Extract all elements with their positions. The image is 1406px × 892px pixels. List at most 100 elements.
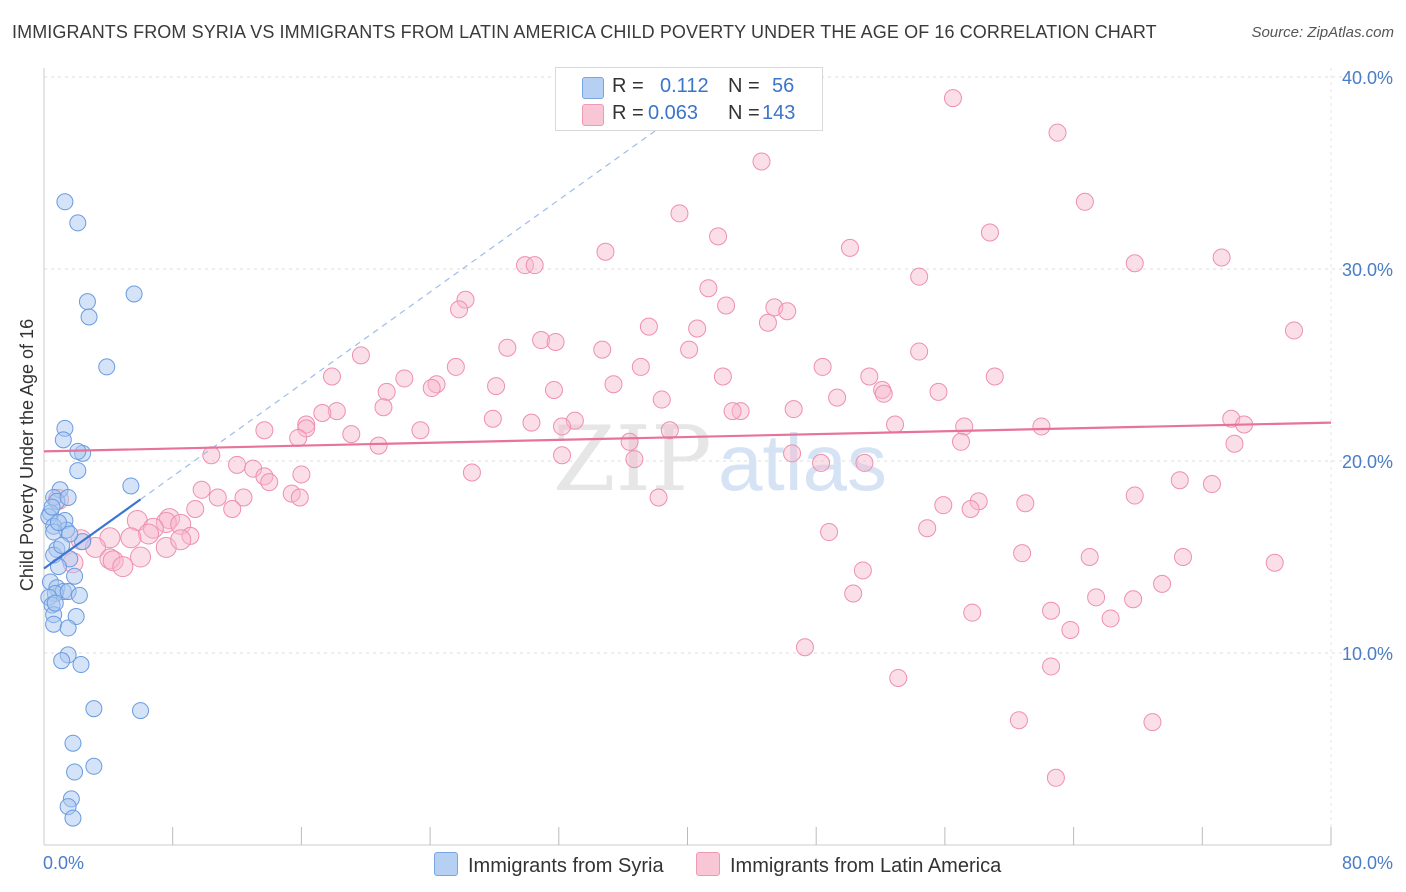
syria-point [70,586,88,604]
latam-point [446,357,465,376]
y-tick-label: 20.0% [1342,452,1393,472]
legend-item-latam: Immigrants from Latin America [696,852,1001,878]
latam-point [462,463,481,482]
latam-point [778,302,797,321]
latam-point [680,340,699,359]
latam-point [498,338,517,357]
syria-points [40,193,150,827]
syria-point [59,619,77,637]
syria-point [125,285,143,303]
syria-point [45,615,63,633]
syria-point [85,700,103,718]
latam-point [450,300,469,319]
syria-point [49,513,67,531]
y-axis-title: Child Poverty Under the Age of 16 [17,319,37,591]
latam-point [758,313,777,332]
legend-item-syria: Immigrants from Syria [434,852,664,878]
axis-labels: 10.0% 20.0% 30.0% 40.0% 0.0% 80.0% [43,68,1393,873]
watermark-zip: ZIP [553,407,712,512]
latam-point [192,480,211,499]
latam-legend-label: Immigrants from Latin America [730,855,1002,877]
latam-point [544,380,563,399]
latam-point [255,421,274,440]
latam-point [860,367,879,386]
latam-point [99,527,121,549]
latam-point [1080,548,1099,566]
latam-point [625,450,644,469]
latam-point [1265,553,1284,572]
latam-point [688,319,707,338]
latam-point [820,523,839,542]
watermark: ZIP atlas [553,407,887,512]
latam-point [130,546,152,568]
latam-point [158,508,180,530]
latam-point [649,488,668,507]
syria-point [122,477,140,495]
syria-point [54,431,72,449]
x-tick-label: 80.0% [1342,853,1393,873]
latam-point [483,409,502,428]
latam-point [596,242,615,261]
syria-point [132,702,150,720]
latam-point [377,382,396,401]
syria-point [67,608,85,626]
latam-point [553,446,572,465]
latam-point [292,465,311,484]
r-value: 0.063 [648,102,699,124]
latam-point [886,415,905,434]
source-label: Source: ZipAtlas.com [1251,24,1394,41]
syria-point [64,809,82,827]
latam-point [1170,471,1189,490]
latam-point [1173,548,1192,566]
latam-point [1225,434,1244,453]
latam-point [170,513,192,535]
latam-point [1048,123,1067,142]
syria-trend-extension [140,107,688,500]
syria-point [80,308,98,326]
latam-point [784,400,803,419]
latam-point [813,357,832,376]
latam-point [255,467,274,486]
latam-point [980,223,999,242]
latam-point [223,500,242,518]
x-tick-label: 0.0% [43,853,84,873]
syria-point [98,358,116,376]
r-label: R = [612,75,644,97]
latam-point [889,668,908,687]
latam-point [1101,609,1120,628]
chart-title: IMMIGRANTS FROM SYRIA VS IMMIGRANTS FROM… [12,22,1157,42]
latam-point [374,398,393,417]
latam-point [929,382,948,401]
latam-point [1153,574,1172,593]
latam-point [639,317,658,336]
latam-point [327,402,346,421]
syria-point [59,488,77,506]
latam-point [934,496,953,515]
latam-point [369,436,388,455]
latam-point [1046,768,1065,787]
syria-point [66,763,84,781]
latam-point [1125,486,1144,505]
latam-legend-swatch [696,852,720,876]
latam-point [631,357,650,376]
syria-legend-label: Immigrants from Syria [468,855,664,877]
latam-point [170,529,192,551]
latam-point [812,453,831,472]
syria-point [85,757,103,775]
latam-point [322,367,341,386]
syria-point [53,652,71,670]
latam-point [522,413,541,432]
latam-swatch [582,104,604,126]
stats-legend: R = 0.112 N = 56 R = 0.063 N = 143 [555,67,823,131]
y-tick-label: 10.0% [1342,644,1393,664]
latam-point [546,332,565,351]
trend-lines [43,107,1332,570]
latam-point [1125,254,1144,273]
latam-point [910,342,929,361]
latam-point [1212,248,1231,267]
latam-point [955,417,974,436]
syria-point [64,734,82,752]
latam-trend-line [43,421,1332,453]
latam-point [1284,321,1303,340]
